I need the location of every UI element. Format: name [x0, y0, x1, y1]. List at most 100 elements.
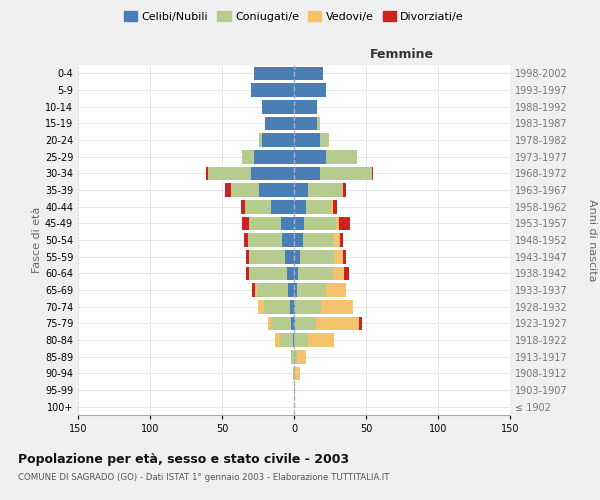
- Bar: [294, 266, 298, 280]
- Bar: [245, 200, 271, 213]
- Bar: [291, 350, 294, 364]
- Bar: [333, 200, 337, 213]
- Bar: [334, 250, 343, 264]
- Bar: [295, 300, 322, 314]
- Bar: [206, 166, 208, 180]
- Bar: [343, 250, 346, 264]
- Bar: [259, 133, 262, 147]
- Bar: [250, 216, 281, 230]
- Bar: [247, 266, 250, 280]
- Bar: [293, 333, 294, 347]
- Bar: [250, 250, 286, 264]
- Bar: [262, 133, 294, 147]
- Legend: Celibi/Nubili, Coniugati/e, Vedovi/e, Divorziati/e: Celibi/Nubili, Coniugati/e, Vedovi/e, Di…: [121, 8, 467, 25]
- Bar: [300, 250, 334, 264]
- Text: Popolazione per età, sesso e stato civile - 2003: Popolazione per età, sesso e stato civil…: [18, 452, 349, 466]
- Bar: [294, 133, 320, 147]
- Bar: [264, 300, 290, 314]
- Bar: [254, 150, 294, 164]
- Bar: [294, 250, 300, 264]
- Bar: [320, 166, 372, 180]
- Bar: [294, 183, 308, 197]
- Text: Femmine: Femmine: [370, 48, 434, 62]
- Bar: [275, 333, 280, 347]
- Bar: [294, 83, 326, 97]
- Bar: [271, 200, 294, 213]
- Y-axis label: Fasce di età: Fasce di età: [32, 207, 42, 273]
- Text: COMUNE DI SAGRADO (GO) - Dati ISTAT 1° gennaio 2003 - Elaborazione TUTTITALIA.IT: COMUNE DI SAGRADO (GO) - Dati ISTAT 1° g…: [18, 472, 389, 482]
- Bar: [254, 66, 294, 80]
- Bar: [262, 100, 294, 114]
- Bar: [336, 216, 338, 230]
- Bar: [333, 266, 344, 280]
- Bar: [230, 183, 259, 197]
- Bar: [294, 66, 323, 80]
- Bar: [297, 283, 326, 297]
- Bar: [316, 316, 359, 330]
- Bar: [338, 216, 350, 230]
- Bar: [242, 150, 254, 164]
- Bar: [320, 133, 329, 147]
- Bar: [302, 233, 334, 247]
- Bar: [317, 116, 320, 130]
- Bar: [343, 183, 346, 197]
- Bar: [257, 283, 288, 297]
- Bar: [297, 350, 305, 364]
- Bar: [304, 216, 336, 230]
- Bar: [244, 233, 248, 247]
- Bar: [294, 383, 295, 397]
- Bar: [294, 116, 317, 130]
- Bar: [268, 316, 271, 330]
- Bar: [291, 316, 294, 330]
- Bar: [259, 183, 294, 197]
- Bar: [294, 166, 320, 180]
- Bar: [294, 333, 308, 347]
- Bar: [225, 183, 230, 197]
- Y-axis label: Anni di nascita: Anni di nascita: [587, 198, 597, 281]
- Bar: [326, 283, 346, 297]
- Bar: [298, 266, 333, 280]
- Bar: [286, 250, 294, 264]
- Bar: [258, 300, 264, 314]
- Bar: [294, 350, 297, 364]
- Bar: [294, 150, 326, 164]
- Bar: [344, 266, 349, 280]
- Bar: [251, 83, 294, 97]
- Bar: [208, 166, 251, 180]
- Bar: [294, 300, 295, 314]
- Bar: [308, 333, 334, 347]
- Bar: [294, 200, 305, 213]
- Bar: [287, 266, 294, 280]
- Bar: [271, 316, 291, 330]
- Bar: [294, 216, 304, 230]
- Bar: [280, 333, 293, 347]
- Bar: [293, 366, 294, 380]
- Bar: [331, 200, 333, 213]
- Bar: [294, 283, 297, 297]
- Bar: [295, 316, 316, 330]
- Bar: [308, 183, 343, 197]
- Bar: [294, 316, 295, 330]
- Bar: [265, 116, 294, 130]
- Bar: [247, 250, 250, 264]
- Bar: [326, 150, 358, 164]
- Bar: [255, 283, 257, 297]
- Bar: [251, 166, 294, 180]
- Bar: [290, 300, 294, 314]
- Bar: [294, 366, 300, 380]
- Bar: [250, 266, 287, 280]
- Bar: [334, 233, 340, 247]
- Bar: [283, 233, 294, 247]
- Bar: [252, 283, 255, 297]
- Bar: [242, 216, 250, 230]
- Bar: [322, 300, 353, 314]
- Bar: [281, 216, 294, 230]
- Bar: [305, 200, 331, 213]
- Bar: [340, 233, 343, 247]
- Bar: [294, 100, 317, 114]
- Bar: [294, 233, 302, 247]
- Bar: [288, 283, 294, 297]
- Bar: [241, 200, 245, 213]
- Bar: [248, 233, 283, 247]
- Bar: [372, 166, 373, 180]
